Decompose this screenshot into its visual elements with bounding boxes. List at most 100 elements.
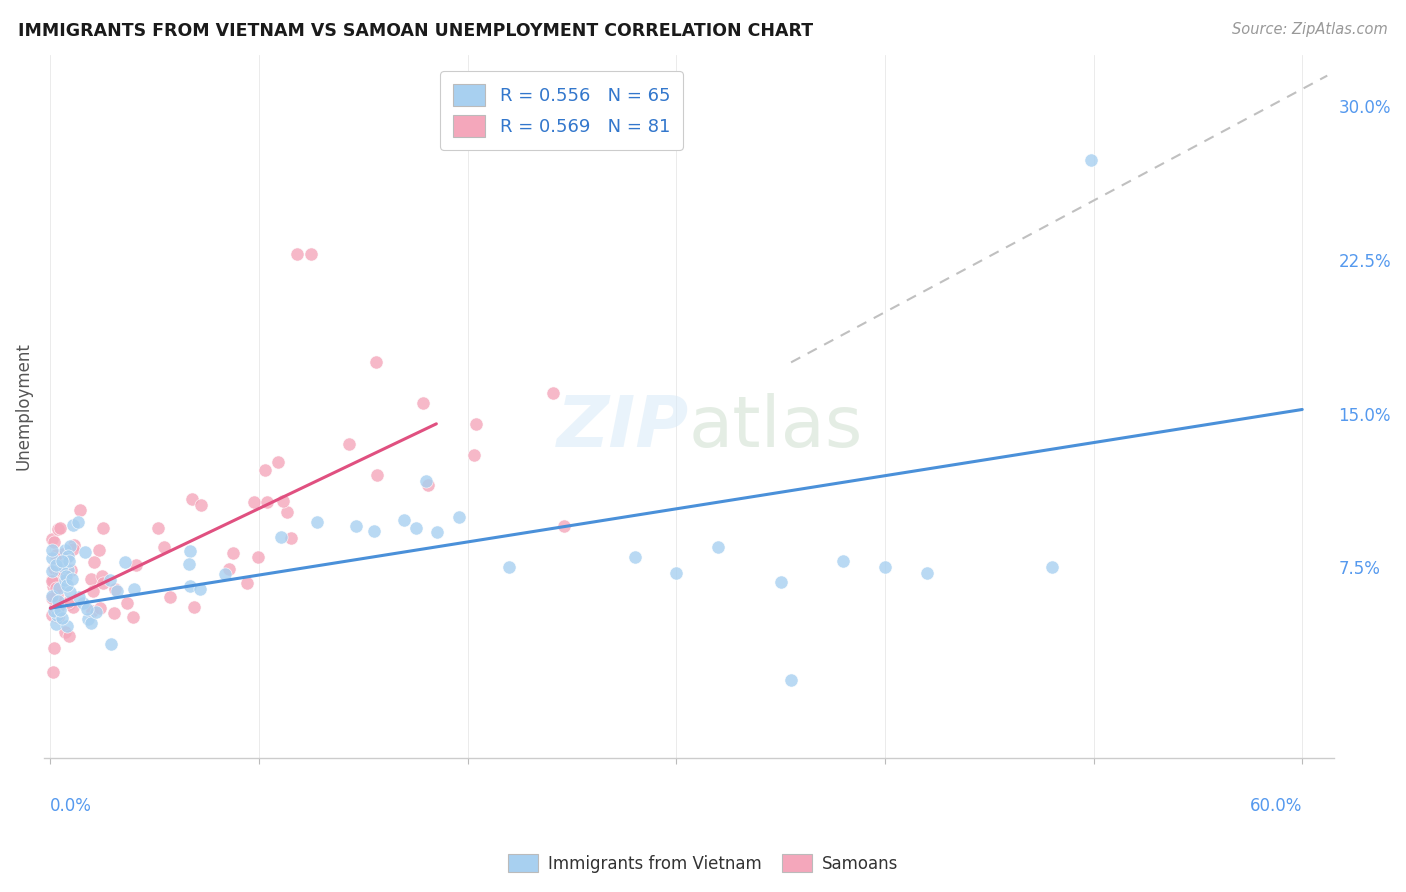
Point bbox=[104, 582, 127, 596]
Point bbox=[67, 515, 90, 529]
Point bbox=[366, 468, 388, 483]
Point bbox=[415, 474, 437, 488]
Legend: R = 0.556   N = 65, R = 0.569   N = 81: R = 0.556 N = 65, R = 0.569 N = 81 bbox=[440, 71, 683, 150]
Point bbox=[45, 558, 67, 573]
Point bbox=[45, 588, 67, 602]
Point bbox=[1040, 560, 1063, 574]
Point bbox=[46, 563, 69, 577]
Point bbox=[56, 549, 79, 563]
Point bbox=[52, 547, 75, 561]
Point bbox=[114, 555, 136, 569]
Text: IMMIGRANTS FROM VIETNAM VS SAMOAN UNEMPLOYMENT CORRELATION CHART: IMMIGRANTS FROM VIETNAM VS SAMOAN UNEMPL… bbox=[18, 22, 814, 40]
Legend: Immigrants from Vietnam, Samoans: Immigrants from Vietnam, Samoans bbox=[502, 847, 904, 880]
Point bbox=[51, 554, 73, 568]
Point bbox=[214, 567, 236, 582]
Point bbox=[42, 641, 65, 656]
Point bbox=[51, 610, 73, 624]
Point bbox=[41, 579, 63, 593]
Point bbox=[780, 673, 803, 687]
Point bbox=[271, 494, 294, 508]
Point bbox=[62, 538, 84, 552]
Point bbox=[426, 524, 449, 539]
Point bbox=[51, 558, 73, 573]
Point bbox=[177, 557, 200, 571]
Point bbox=[463, 448, 485, 462]
Point bbox=[256, 495, 278, 509]
Point bbox=[62, 600, 84, 615]
Point bbox=[72, 596, 94, 610]
Point bbox=[392, 513, 415, 527]
Point bbox=[82, 584, 104, 599]
Point bbox=[276, 505, 298, 519]
Point bbox=[77, 612, 100, 626]
Point bbox=[100, 574, 122, 588]
Point bbox=[55, 577, 77, 591]
Y-axis label: Unemployment: Unemployment bbox=[15, 343, 32, 470]
Point bbox=[75, 545, 97, 559]
Point bbox=[80, 615, 103, 630]
Point bbox=[41, 590, 63, 604]
Point bbox=[56, 548, 79, 562]
Point bbox=[243, 494, 266, 508]
Point bbox=[363, 524, 385, 538]
Point bbox=[270, 530, 292, 544]
Point bbox=[222, 546, 245, 560]
Point bbox=[41, 532, 63, 546]
Point bbox=[91, 575, 114, 590]
Point bbox=[665, 566, 688, 581]
Point bbox=[159, 591, 181, 605]
Point bbox=[246, 550, 269, 565]
Point bbox=[405, 521, 427, 535]
Point bbox=[49, 563, 72, 577]
Point bbox=[82, 604, 104, 618]
Point bbox=[183, 599, 205, 614]
Point bbox=[59, 539, 82, 553]
Point bbox=[62, 518, 84, 533]
Point bbox=[235, 576, 257, 591]
Point bbox=[41, 550, 63, 565]
Point bbox=[76, 602, 98, 616]
Point bbox=[91, 569, 114, 583]
Point bbox=[45, 608, 67, 623]
Point bbox=[89, 601, 111, 615]
Point bbox=[45, 593, 67, 607]
Point bbox=[69, 502, 91, 516]
Point bbox=[55, 625, 77, 640]
Point bbox=[58, 597, 80, 611]
Point bbox=[48, 521, 70, 535]
Point bbox=[49, 603, 72, 617]
Point bbox=[41, 591, 63, 605]
Point bbox=[541, 386, 564, 401]
Point bbox=[58, 553, 80, 567]
Point bbox=[344, 519, 367, 533]
Text: 0.0%: 0.0% bbox=[51, 797, 93, 814]
Point bbox=[67, 590, 90, 604]
Point bbox=[180, 491, 202, 506]
Point bbox=[42, 604, 65, 618]
Point bbox=[60, 563, 83, 577]
Point bbox=[41, 574, 63, 588]
Point bbox=[412, 396, 434, 410]
Text: ZIP: ZIP bbox=[557, 393, 689, 462]
Point bbox=[41, 608, 63, 623]
Point bbox=[48, 594, 70, 608]
Point bbox=[125, 558, 148, 573]
Point bbox=[464, 417, 486, 431]
Point bbox=[1080, 153, 1102, 167]
Point bbox=[55, 568, 77, 582]
Point bbox=[45, 548, 67, 562]
Point bbox=[769, 574, 792, 589]
Point bbox=[105, 583, 128, 598]
Point bbox=[364, 355, 387, 369]
Text: Source: ZipAtlas.com: Source: ZipAtlas.com bbox=[1232, 22, 1388, 37]
Point bbox=[41, 574, 63, 588]
Point bbox=[122, 609, 145, 624]
Point bbox=[45, 566, 67, 580]
Point bbox=[41, 564, 63, 578]
Point bbox=[58, 595, 80, 609]
Point bbox=[832, 554, 855, 568]
Point bbox=[62, 542, 84, 557]
Point bbox=[285, 247, 308, 261]
Point bbox=[83, 555, 105, 569]
Point bbox=[146, 521, 169, 535]
